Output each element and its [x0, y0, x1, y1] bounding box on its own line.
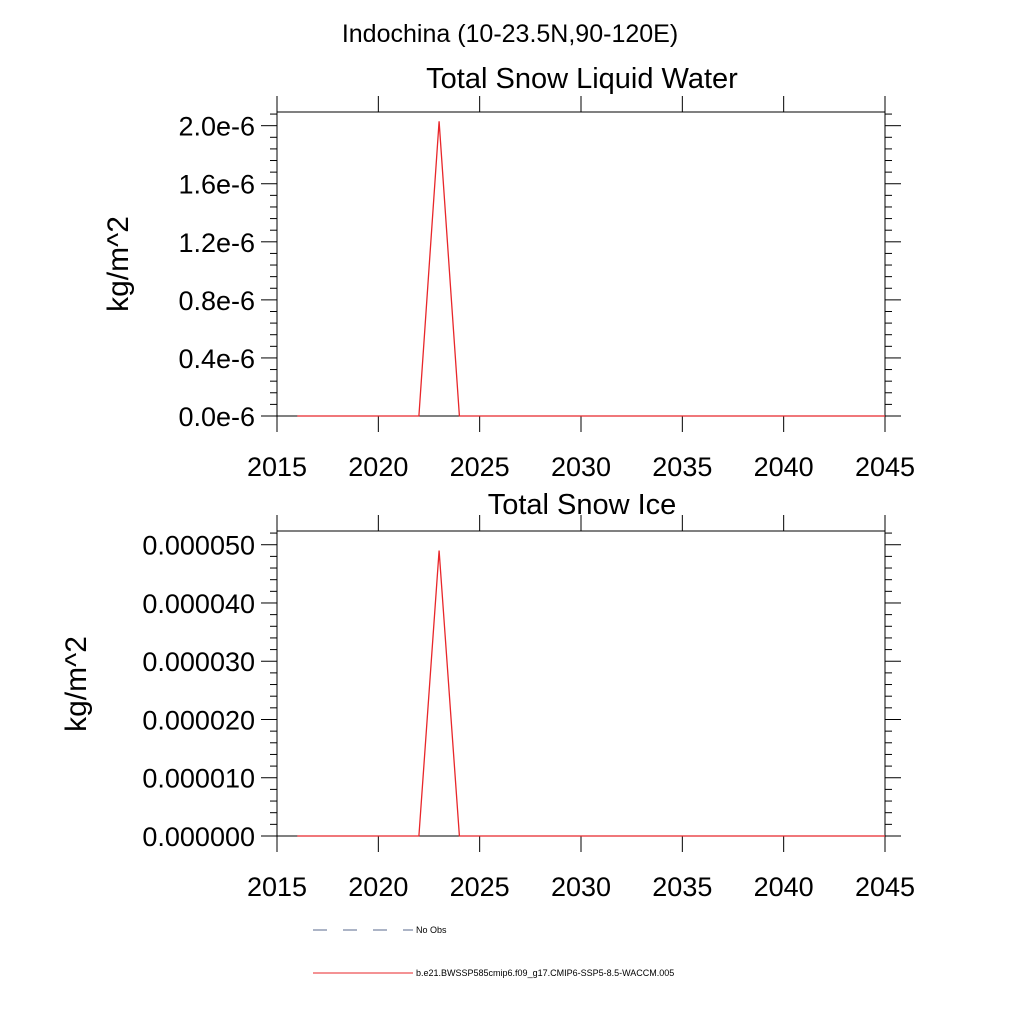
x-tick-label: 2015	[247, 872, 307, 902]
x-tick-label: 2030	[551, 872, 611, 902]
legend: No Obs b.e21.BWSSP585cmip6.f09_g17.CMIP6…	[313, 925, 674, 978]
x-tick-label: 2020	[348, 452, 408, 482]
y-tick-label: 0.000020	[142, 705, 255, 735]
x-tick-label: 2035	[652, 872, 712, 902]
x-tick-label: 2030	[551, 452, 611, 482]
series-line-model	[297, 550, 885, 837]
plot-frame	[276, 530, 886, 837]
legend-label-model: b.e21.BWSSP585cmip6.f09_g17.CMIP6-SSP5-8…	[416, 968, 674, 978]
legend-label-no-obs: No Obs	[416, 925, 447, 935]
x-tick-label: 2020	[348, 872, 408, 902]
x-tick-label: 2040	[754, 452, 814, 482]
panel-title: Total Snow Liquid Water	[426, 63, 738, 95]
y-tick-label: 0.0e-6	[178, 402, 255, 432]
y-tick-label: 1.6e-6	[178, 170, 255, 200]
x-tick-label: 2025	[450, 872, 510, 902]
y-tick-label: 0.000000	[142, 822, 255, 852]
y-tick-label: 0.4e-6	[178, 344, 255, 374]
series-line-model	[297, 121, 885, 417]
y-tick-label: 0.000040	[142, 589, 255, 619]
y-tick-label: 0.000050	[142, 531, 255, 561]
y-tick-label: 0.8e-6	[178, 286, 255, 316]
x-tick-label: 2045	[855, 872, 915, 902]
x-tick-label: 2015	[247, 452, 307, 482]
y-tick-label: 2.0e-6	[178, 112, 255, 142]
y-tick-label: 1.2e-6	[178, 228, 255, 258]
plot-frame	[276, 111, 886, 417]
panel-snow-liquid-water: Total Snow Liquid Water kg/m^2 2015 2020 2…	[102, 63, 915, 482]
panel-title: Total Snow Ice	[488, 489, 677, 521]
y-axis-label: kg/m^2	[102, 216, 135, 312]
y-axis-label: kg/m^2	[60, 636, 93, 732]
y-tick-label: 0.000030	[142, 647, 255, 677]
figure-title: Indochina (10-23.5N,90-120E)	[342, 20, 678, 48]
x-tick-label: 2035	[652, 452, 712, 482]
x-tick-label: 2025	[450, 452, 510, 482]
panel-snow-ice: Total Snow Ice kg/m^2 2015 2020 2025 2030 20…	[60, 489, 915, 902]
y-tick-label: 0.000010	[142, 764, 255, 794]
x-tick-label: 2045	[855, 452, 915, 482]
x-tick-label: 2040	[754, 872, 814, 902]
